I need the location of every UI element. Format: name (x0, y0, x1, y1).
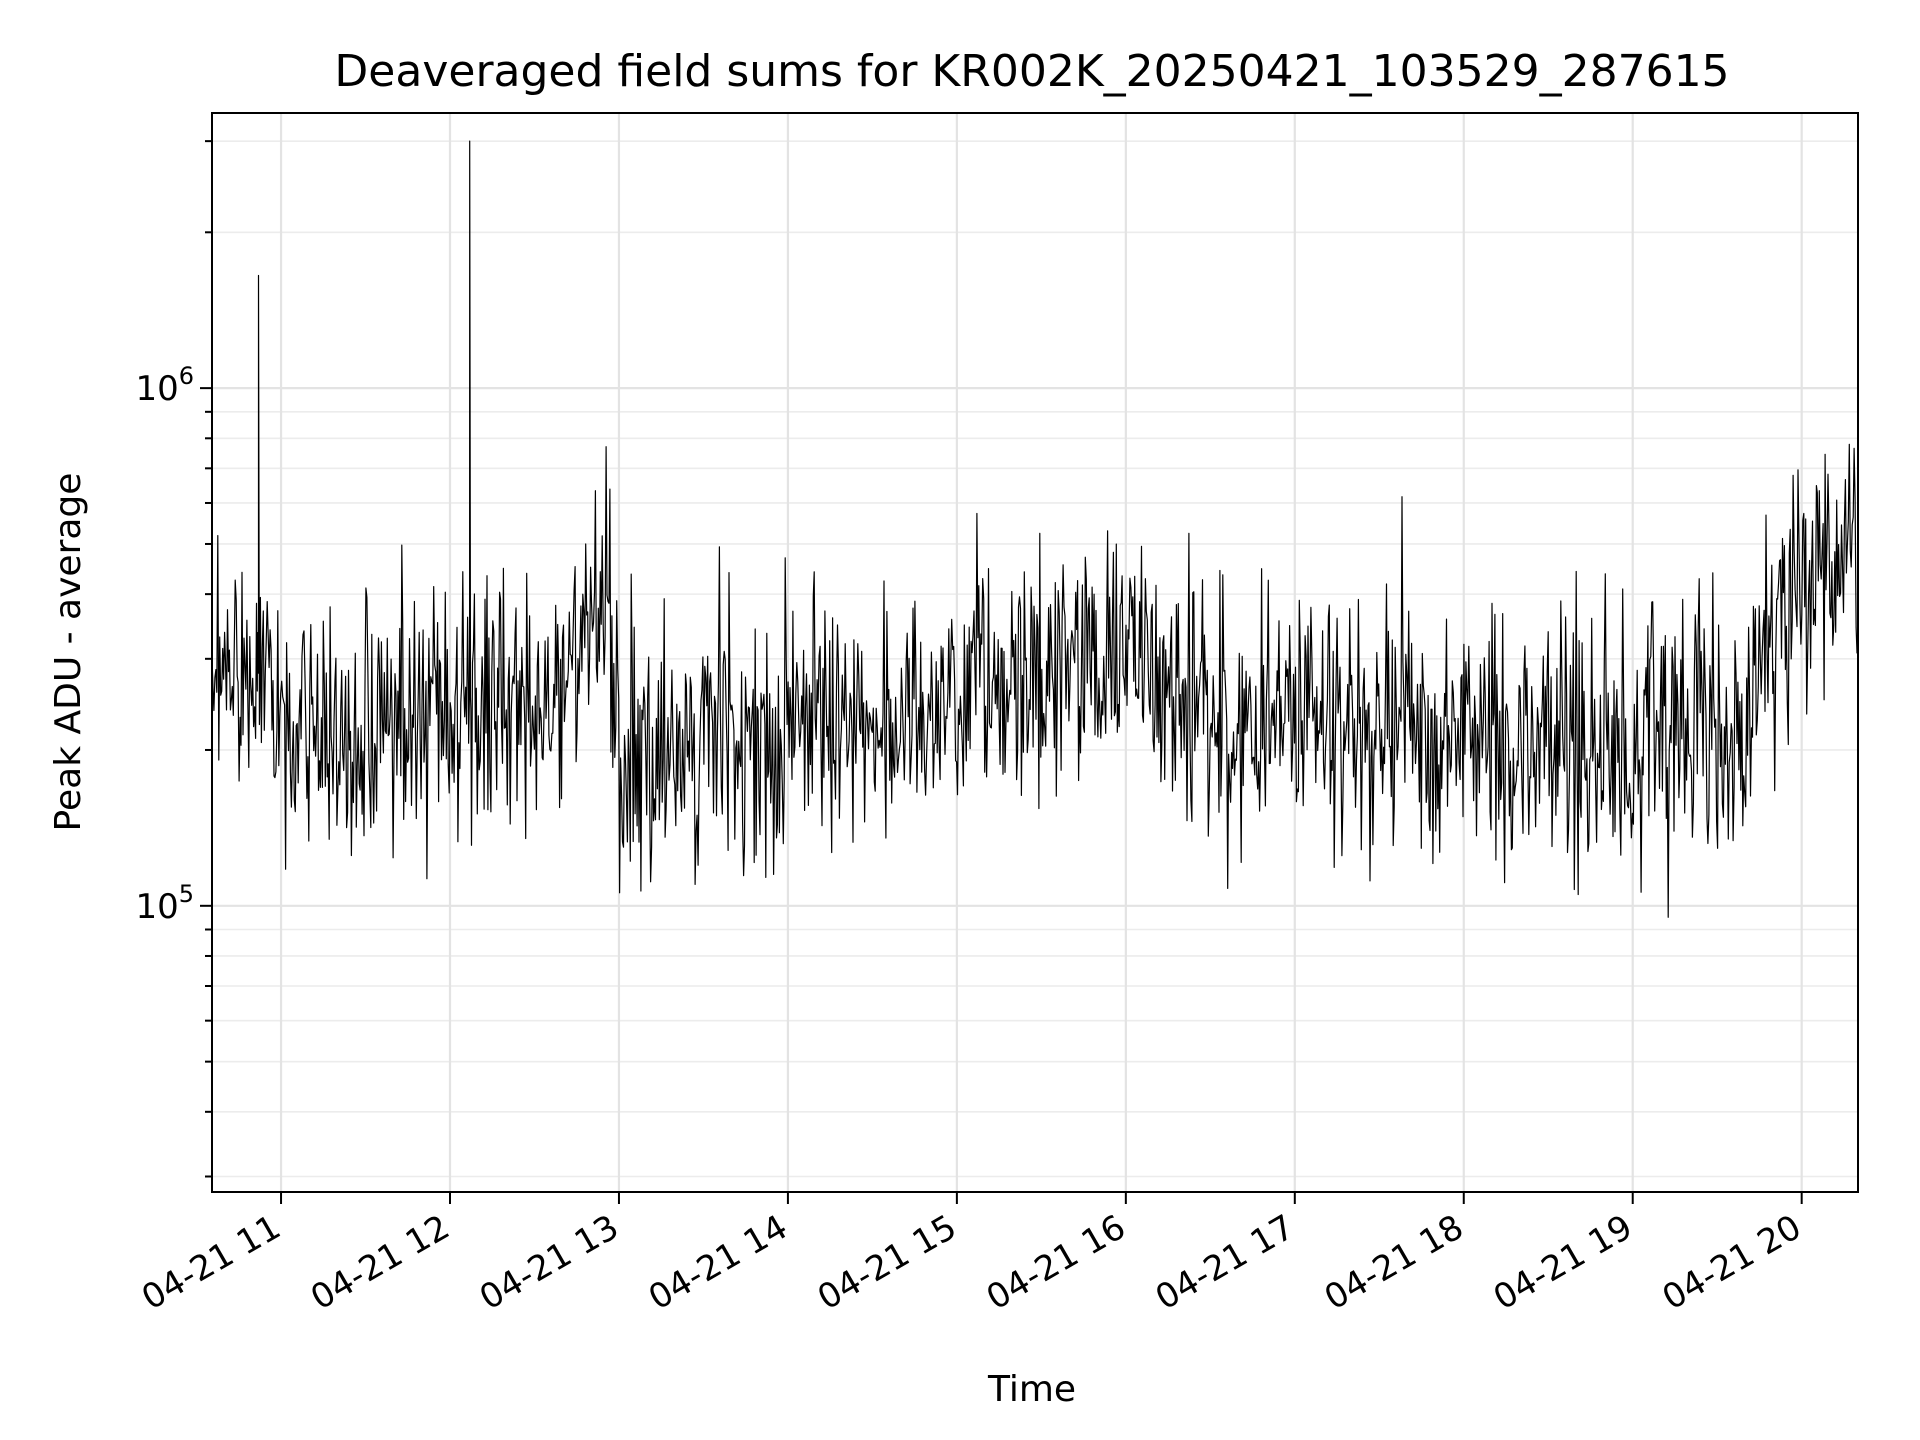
x-tick-label: 04-21 11 (135, 1207, 287, 1318)
x-tick-label: 04-21 14 (642, 1207, 794, 1318)
y-tick-label: 105 (135, 880, 194, 927)
x-axis-label: Time (987, 1369, 1076, 1410)
series-line (211, 140, 1859, 918)
x-tick-label: 04-21 12 (304, 1207, 456, 1318)
x-tick-label: 04-21 15 (811, 1207, 963, 1318)
data-series (211, 140, 1859, 918)
plot-frame (211, 112, 1859, 1193)
chart-title: Deaveraged field sums for KR002K_2025042… (334, 46, 1729, 97)
x-tick-label: 04-21 16 (980, 1207, 1132, 1318)
x-tick-label: 04-21 13 (473, 1207, 625, 1318)
x-tick-label: 04-21 20 (1656, 1207, 1808, 1318)
x-tick-label: 04-21 18 (1318, 1207, 1470, 1318)
y-tick-label: 106 (135, 362, 194, 409)
x-tick-label: 04-21 17 (1149, 1207, 1301, 1318)
y-axis-label: Peak ADU - average (48, 473, 89, 832)
x-tick-label: 04-21 19 (1487, 1207, 1639, 1318)
